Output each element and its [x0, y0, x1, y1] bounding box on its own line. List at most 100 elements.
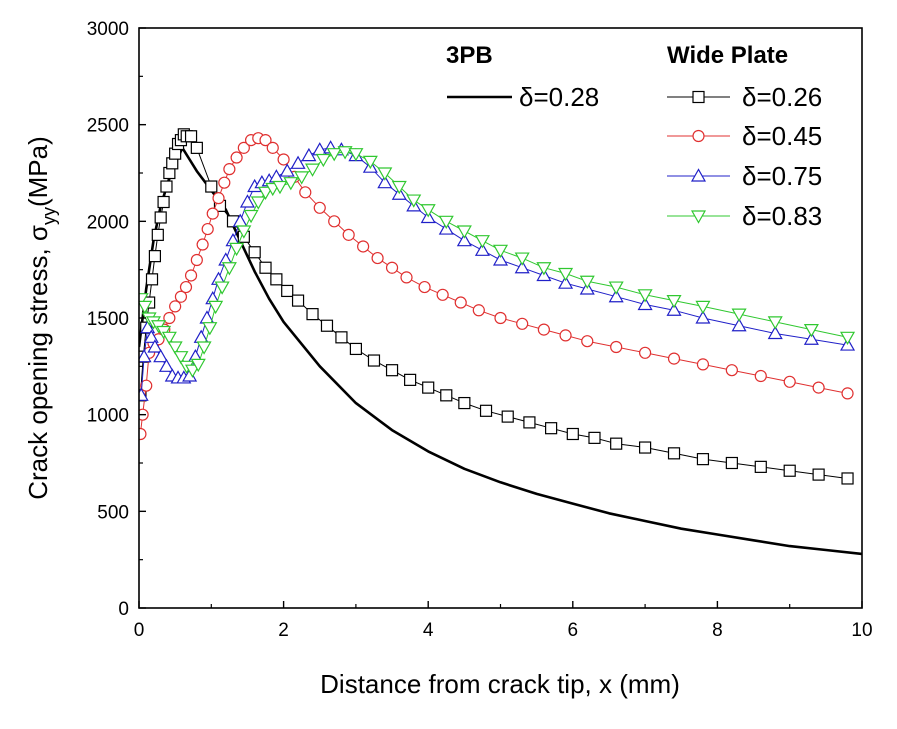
legend: 3PB Wide Plate δ=0.28 δ=0.26 δ=0.45 δ=0.75 δ…: [446, 42, 822, 231]
data-point: [558, 267, 574, 282]
y-tick-label: 2000: [87, 212, 129, 233]
data-point: [281, 284, 294, 298]
legend-heading-3pb: 3PB: [446, 42, 493, 69]
data-point: [474, 235, 490, 249]
data-point: [208, 300, 224, 315]
data-point: [139, 300, 153, 315]
data-point: [754, 460, 767, 473]
data-point: [731, 308, 747, 322]
data-point: [184, 130, 198, 143]
data-point: [139, 427, 147, 441]
data-point: [163, 311, 176, 325]
data-point: [239, 194, 255, 208]
data-point: [667, 447, 681, 460]
data-point: [277, 153, 290, 166]
data-point: [313, 201, 326, 214]
data-point: [196, 341, 212, 355]
data-point: [812, 381, 825, 394]
data-point: [581, 335, 594, 348]
data-point: [190, 358, 206, 373]
data-point: [174, 290, 188, 303]
data-point: [335, 331, 348, 344]
series-layer: [139, 128, 862, 556]
data-point: [666, 302, 682, 316]
data-point: [291, 294, 305, 307]
x-tick-label: 2: [278, 620, 289, 641]
data-point: [259, 134, 272, 147]
y-axis-title: Crack opening stress, σyy(MPa): [23, 136, 59, 500]
data-point: [492, 252, 509, 266]
legend-label: δ=0.26: [742, 82, 822, 112]
data-point: [767, 316, 783, 330]
legend-label: δ=0.75: [742, 161, 822, 191]
data-point: [214, 281, 230, 295]
data-point: [342, 228, 355, 241]
data-point: [385, 261, 399, 274]
data-point: [201, 222, 214, 236]
data-point: [420, 204, 436, 218]
data-point: [266, 141, 279, 154]
data-point: [456, 232, 472, 247]
data-point: [348, 148, 364, 162]
data-point: [695, 310, 711, 324]
data-point: [190, 141, 203, 154]
y-axis-title-subscript: yy: [39, 207, 59, 225]
data-point: [139, 387, 149, 401]
data-point: [492, 244, 509, 259]
data-point: [202, 322, 218, 336]
data-point: [184, 269, 198, 282]
data-point: [803, 324, 819, 338]
data-point: [230, 151, 243, 164]
data-point: [357, 240, 370, 253]
legend-entry: δ=0.28: [447, 82, 599, 112]
data-point: [840, 331, 856, 346]
series-1: [139, 146, 862, 556]
data-point: [315, 153, 331, 168]
data-point: [237, 141, 250, 154]
data-point: [667, 352, 681, 365]
data-point: [190, 253, 203, 267]
data-point: [367, 354, 381, 367]
data-point: [391, 180, 407, 195]
data-point: [270, 273, 283, 286]
data-point: [250, 196, 266, 210]
legend-marker: [692, 90, 705, 104]
data-point: [479, 404, 493, 417]
data-point: [362, 155, 378, 170]
data-point: [272, 180, 288, 195]
data-point: [803, 331, 819, 345]
data-point: [731, 318, 747, 332]
data-point: [767, 325, 783, 340]
data-point: [404, 373, 417, 386]
data-point: [326, 148, 342, 162]
data-point: [148, 250, 162, 263]
data-point: [638, 441, 652, 454]
y-tick-label: 1500: [87, 309, 129, 330]
x-axis-title: Distance from crack tip, x (mm): [320, 669, 680, 699]
data-point: [301, 147, 317, 162]
series-2: [139, 128, 854, 485]
data-point: [841, 387, 854, 400]
data-point: [145, 273, 159, 286]
data-point: [140, 319, 156, 334]
data-point: [695, 300, 711, 315]
legend-entry: δ=0.75: [667, 161, 822, 191]
x-tick-label: 4: [423, 620, 434, 641]
data-point: [472, 304, 485, 317]
data-point: [279, 163, 295, 177]
data-point: [610, 437, 623, 450]
data-point: [169, 300, 182, 313]
data-point: [236, 225, 252, 239]
data-point: [783, 464, 796, 477]
data-point: [406, 194, 422, 208]
data-point: [812, 468, 825, 481]
legend-marker: [690, 210, 707, 224]
data-point: [501, 410, 514, 423]
data-point: [157, 195, 170, 209]
y-tick-label: 2500: [87, 116, 129, 137]
legend-label: δ=0.45: [742, 121, 822, 151]
data-point: [637, 296, 653, 311]
data-point: [725, 456, 738, 470]
data-point: [294, 171, 310, 185]
